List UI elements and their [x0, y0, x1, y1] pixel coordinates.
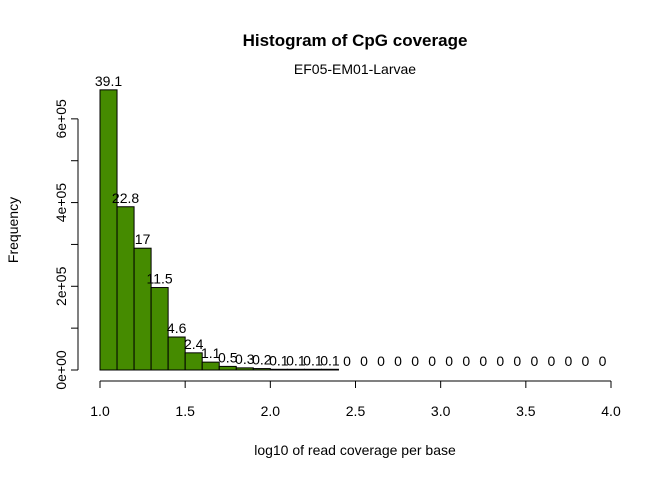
- data-label: 0: [411, 353, 419, 369]
- data-label: 0.1: [303, 352, 323, 368]
- data-label: 0: [496, 353, 504, 369]
- data-label: 0: [565, 353, 573, 369]
- bar: [252, 368, 271, 371]
- data-label: 0.1: [286, 352, 306, 368]
- y-tick-label: 2e+05: [53, 266, 69, 306]
- data-label: 0: [547, 353, 555, 369]
- bar: [286, 368, 305, 371]
- data-label: 0.1: [320, 352, 340, 368]
- data-label: 0: [394, 353, 402, 369]
- data-label: 0.3: [235, 351, 255, 367]
- data-label: 39.1: [95, 73, 122, 89]
- data-label: 0: [428, 353, 436, 369]
- bar: [184, 352, 203, 371]
- data-label: 0.2: [252, 352, 272, 368]
- x-tick-label: 1.0: [90, 403, 110, 419]
- data-label: 0: [377, 353, 385, 369]
- data-label: 0.1: [269, 352, 289, 368]
- y-tick-label: 0e+00: [53, 350, 69, 390]
- data-label: 22.8: [112, 190, 139, 206]
- data-label: 1.1: [201, 345, 221, 361]
- y-tick-label: 4e+05: [53, 183, 69, 223]
- bar: [133, 247, 152, 371]
- data-label: 4.6: [167, 320, 187, 336]
- data-label: 0: [343, 353, 351, 369]
- bar: [218, 365, 237, 371]
- x-tick-label: 3.0: [431, 403, 451, 419]
- bar: [201, 361, 220, 371]
- x-tick-label: 2.0: [261, 403, 281, 419]
- x-tick-label: 4.0: [601, 403, 621, 419]
- x-tick-label: 3.5: [516, 403, 536, 419]
- x-tick-label: 1.5: [175, 403, 195, 419]
- data-label: 0.5: [218, 349, 238, 365]
- x-tick-label: 2.5: [346, 403, 366, 419]
- bar: [303, 368, 322, 371]
- y-tick-label: 6e+05: [53, 99, 69, 139]
- data-label: 2.4: [184, 336, 204, 352]
- bar: [116, 206, 135, 371]
- data-label: 11.5: [147, 271, 173, 287]
- bar: [320, 368, 339, 371]
- bar: [235, 367, 254, 371]
- data-label: 17: [135, 231, 151, 247]
- bar: [99, 89, 118, 371]
- data-label: 0: [599, 353, 607, 369]
- data-label: 0: [513, 353, 521, 369]
- data-label: 0: [360, 353, 368, 369]
- y-axis-label: Frequency: [5, 197, 21, 263]
- bar: [150, 287, 169, 371]
- chart-title: Histogram of CpG coverage: [243, 31, 468, 50]
- x-axis-label: log10 of read coverage per base: [254, 442, 456, 458]
- data-label: 0: [479, 353, 487, 369]
- chart-subtitle: EF05-EM01-Larvae: [294, 61, 416, 77]
- data-label: 0: [445, 353, 453, 369]
- data-label: 0: [530, 353, 538, 369]
- data-label: 0: [582, 353, 590, 369]
- bar: [167, 336, 186, 371]
- data-label: 0: [462, 353, 470, 369]
- bar: [269, 368, 288, 371]
